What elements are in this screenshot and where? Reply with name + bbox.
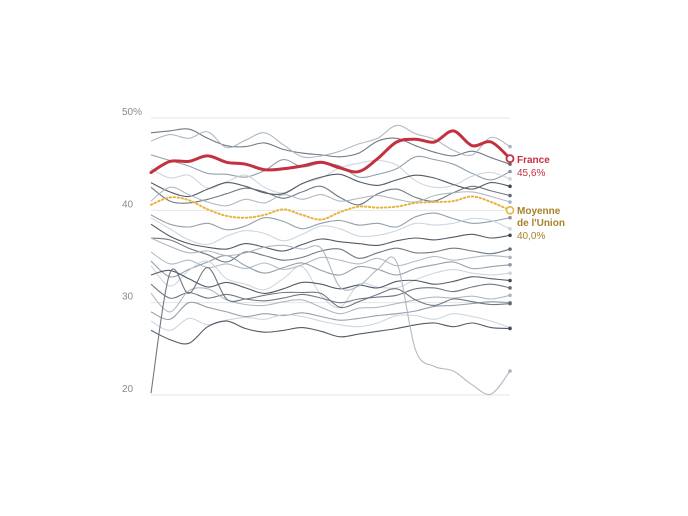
country-series-endpoint-6 xyxy=(508,193,512,198)
country-series-endpoint-21 xyxy=(508,301,512,306)
y-tick-label-20: 20 xyxy=(122,384,134,395)
country-series-endpoint-3 xyxy=(508,169,512,174)
eu-average-label-line-2: de l'Union xyxy=(517,218,565,229)
country-series-line-10 xyxy=(150,223,511,252)
country-series-endpoint-16 xyxy=(508,286,512,290)
y-tick-label-40: 40 xyxy=(122,199,134,210)
country-series-line-22 xyxy=(150,237,511,396)
country-series-group xyxy=(150,124,512,396)
country-series-line-9 xyxy=(150,217,511,246)
country-series-line-12 xyxy=(150,251,511,270)
country-series-line-18 xyxy=(150,301,511,321)
country-series-line-7 xyxy=(150,186,511,207)
country-series-endpoint-22 xyxy=(508,369,512,373)
country-series-endpoint-4 xyxy=(508,177,512,181)
country-series-line-6 xyxy=(150,185,511,206)
country-series-line-15 xyxy=(150,269,511,294)
country-series-line-19 xyxy=(150,313,511,331)
eu-average-line xyxy=(150,195,511,221)
country-series-endpoint-10 xyxy=(508,233,512,238)
eu-average-value-label: 40,0% xyxy=(517,231,545,242)
country-series-line-17 xyxy=(150,287,511,315)
eu-average-label-line-1: Moyenne xyxy=(517,206,561,217)
country-series-line-11 xyxy=(150,237,511,263)
y-tick-label-50: 50% xyxy=(122,107,142,118)
country-series-endpoint-15 xyxy=(508,278,512,283)
country-series-endpoint-5 xyxy=(508,184,512,189)
country-series-endpoint-11 xyxy=(508,247,512,251)
country-series-endpoint-1 xyxy=(508,162,512,166)
country-series-endpoint-9 xyxy=(508,227,512,231)
country-series-line-2 xyxy=(150,124,511,159)
country-series-line-1 xyxy=(150,128,511,165)
france-label: France xyxy=(517,155,550,166)
country-series-line-3 xyxy=(150,154,511,181)
france-series-group xyxy=(149,129,515,174)
country-series-line-5 xyxy=(150,173,511,198)
france-line xyxy=(149,129,512,174)
grid-lines xyxy=(151,117,510,396)
country-series-endpoint-12 xyxy=(508,255,512,260)
country-series-endpoint-8 xyxy=(508,215,512,220)
country-series-endpoint-17 xyxy=(508,293,512,298)
country-series-line-20 xyxy=(150,320,511,345)
y-axis-tick-labels: 20 30 40 50% xyxy=(122,107,142,395)
y-tick-label-30: 30 xyxy=(122,292,134,303)
country-series-endpoint-13 xyxy=(508,263,512,267)
country-series-endpoint-7 xyxy=(508,200,512,204)
country-series-line-14 xyxy=(150,260,511,309)
country-series-endpoint-2 xyxy=(508,144,512,149)
end-labels: France 45,6% Moyenne de l'Union 40,0% xyxy=(517,155,565,242)
france-endpoint xyxy=(505,154,515,164)
country-series-line-8 xyxy=(150,212,511,231)
country-series-endpoint-14 xyxy=(508,271,512,275)
country-series-line-21 xyxy=(150,267,511,394)
eu-average-series-group xyxy=(150,195,515,221)
eu-average-endpoint xyxy=(505,206,515,215)
france-value-label: 45,6% xyxy=(517,168,545,179)
country-series-endpoint-20 xyxy=(508,326,512,331)
